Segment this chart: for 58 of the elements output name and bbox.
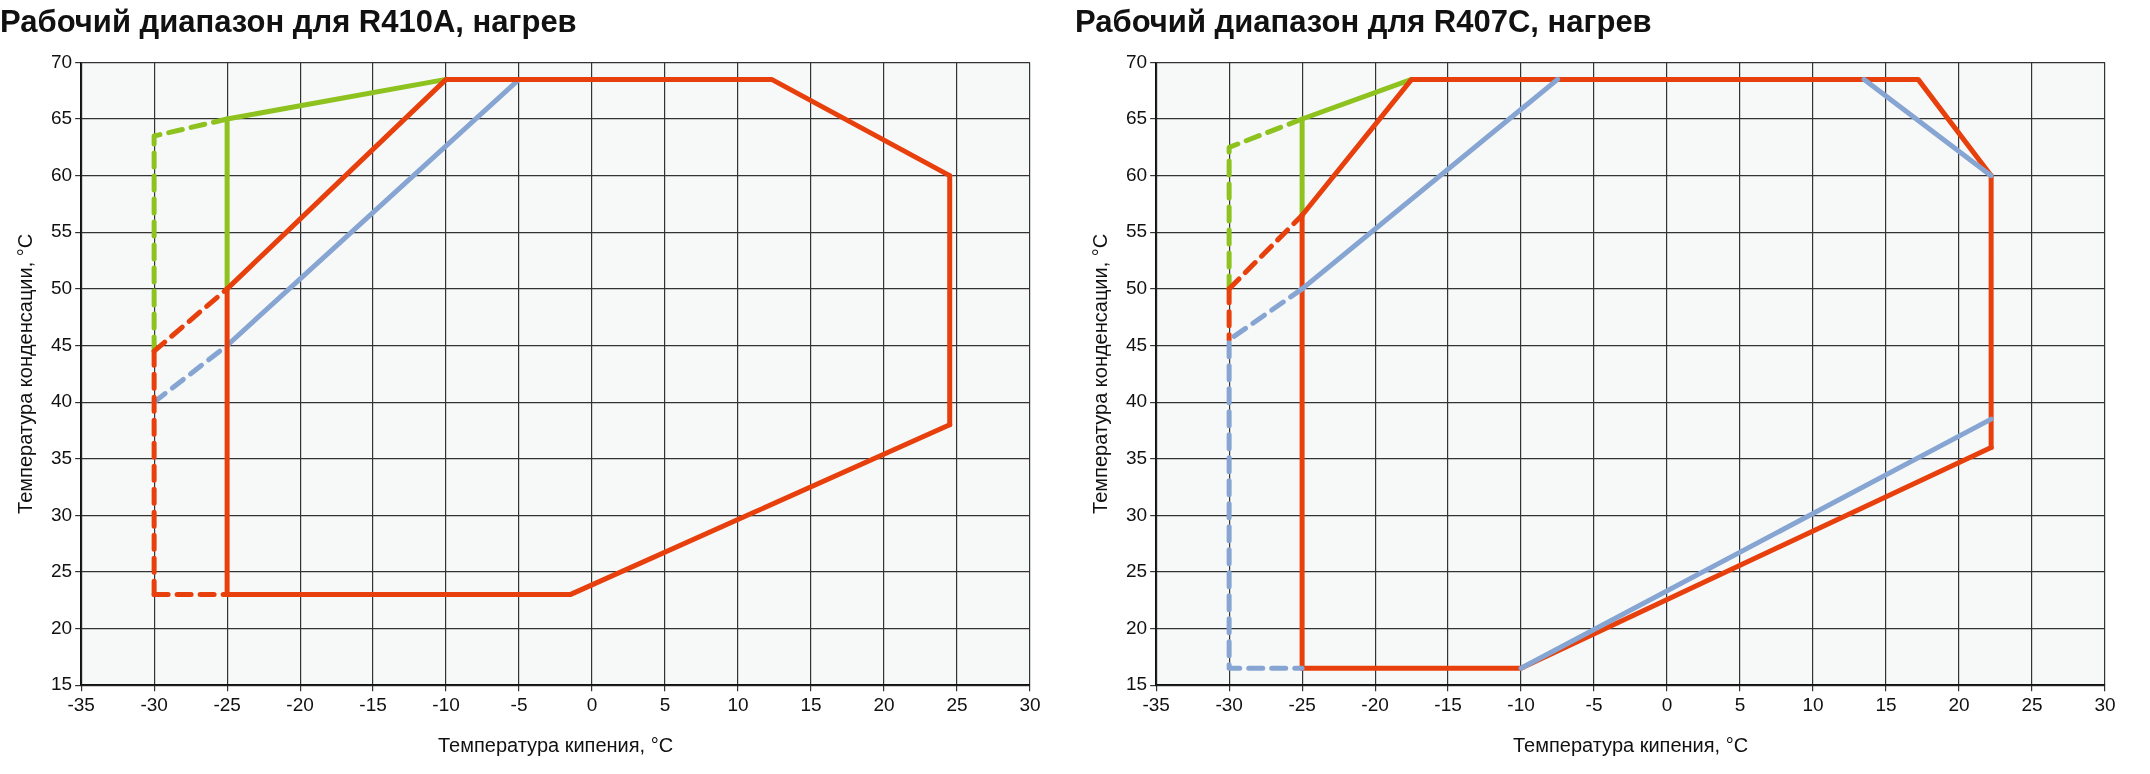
x-tick-label: 20 bbox=[1948, 693, 1970, 715]
y-tick-label: 30 bbox=[1125, 503, 1148, 525]
x-tick-label: 30 bbox=[2094, 693, 2116, 715]
x-tick-label: -35 bbox=[67, 693, 95, 715]
x-tick-label: -20 bbox=[1361, 693, 1389, 715]
y-tick-label: 35 bbox=[50, 446, 73, 468]
y-tick-label: 40 bbox=[50, 390, 73, 412]
y-tick-label: 50 bbox=[50, 277, 73, 299]
y-tick-label: 65 bbox=[1125, 107, 1148, 129]
y-tick-label: 35 bbox=[1125, 446, 1148, 468]
y-tick-label: 55 bbox=[1125, 220, 1148, 242]
y-tick-label: 25 bbox=[50, 560, 73, 582]
y-tick-label: 40 bbox=[1125, 390, 1148, 412]
y-axis-title: Температура конденсации, °C bbox=[1088, 233, 1111, 514]
x-tick-label: 15 bbox=[1875, 693, 1897, 715]
y-tick-label: 65 bbox=[50, 107, 73, 129]
x-axis-title: Температура кипения, °C bbox=[1512, 733, 1749, 756]
x-tick-label: -15 bbox=[359, 693, 387, 715]
y-tick-label: 15 bbox=[50, 673, 73, 695]
y-axis-title: Температура конденсации, °C bbox=[13, 233, 36, 514]
x-tick-label: 25 bbox=[946, 693, 968, 715]
y-tick-label: 50 bbox=[1125, 277, 1148, 299]
x-tick-label: -25 bbox=[213, 693, 241, 715]
x-tick-label: 25 bbox=[2021, 693, 2043, 715]
x-tick-label: 30 bbox=[1019, 693, 1041, 715]
x-tick-label: 0 bbox=[586, 693, 598, 715]
y-tick-label: 20 bbox=[1125, 616, 1148, 638]
y-tick-label: 45 bbox=[50, 333, 73, 355]
x-tick-label: 0 bbox=[1661, 693, 1673, 715]
y-tick-label: 30 bbox=[50, 503, 73, 525]
y-tick-label: 60 bbox=[50, 163, 73, 185]
x-tick-label: 10 bbox=[727, 693, 749, 715]
x-tick-label: -5 bbox=[1585, 693, 1603, 715]
x-tick-label: 20 bbox=[873, 693, 895, 715]
x-tick-label: -35 bbox=[1142, 693, 1170, 715]
x-axis-title: Температура кипения, °C bbox=[437, 733, 674, 756]
x-tick-label: 5 bbox=[659, 693, 671, 715]
y-tick-label: 25 bbox=[1125, 560, 1148, 582]
x-tick-label: -30 bbox=[140, 693, 168, 715]
y-tick-label: 15 bbox=[1125, 673, 1148, 695]
x-tick-label: -15 bbox=[1434, 693, 1462, 715]
chart-title: Рабочий диапазон для R410A, нагрев bbox=[0, 4, 578, 41]
y-tick-label: 60 bbox=[1125, 163, 1148, 185]
x-tick-label: -10 bbox=[1507, 693, 1535, 715]
x-tick-label: -20 bbox=[286, 693, 314, 715]
x-tick-label: -25 bbox=[1288, 693, 1316, 715]
x-tick-label: 5 bbox=[1734, 693, 1746, 715]
y-tick-label: 70 bbox=[50, 50, 73, 72]
x-tick-label: -30 bbox=[1215, 693, 1243, 715]
y-tick-label: 20 bbox=[50, 616, 73, 638]
y-tick-label: 70 bbox=[1125, 50, 1148, 72]
chart-title: Рабочий диапазон для R407C, нагрев bbox=[1075, 4, 1653, 41]
x-tick-label: 10 bbox=[1802, 693, 1824, 715]
x-tick-label: -5 bbox=[510, 693, 528, 715]
x-tick-label: 15 bbox=[800, 693, 822, 715]
y-tick-label: 45 bbox=[1125, 333, 1148, 355]
y-tick-label: 55 bbox=[50, 220, 73, 242]
x-tick-label: -10 bbox=[432, 693, 460, 715]
